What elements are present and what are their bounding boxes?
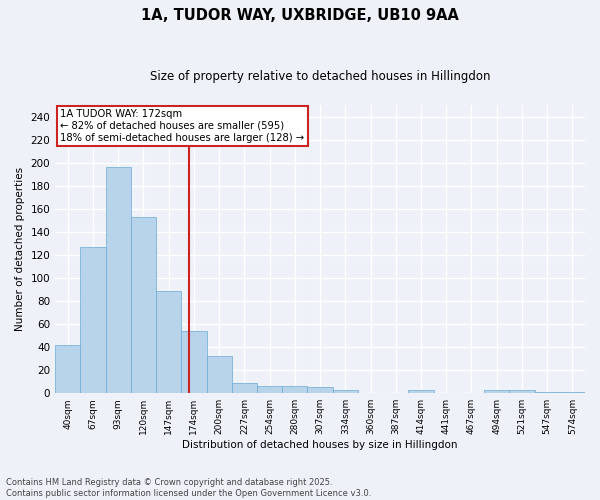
Bar xyxy=(307,388,332,393)
Bar xyxy=(484,390,509,393)
Bar xyxy=(206,356,232,393)
Text: 1A, TUDOR WAY, UXBRIDGE, UB10 9AA: 1A, TUDOR WAY, UXBRIDGE, UB10 9AA xyxy=(141,8,459,22)
Bar xyxy=(181,331,206,393)
Bar xyxy=(131,217,156,393)
Bar xyxy=(332,390,358,393)
Bar xyxy=(156,290,181,393)
Text: Contains HM Land Registry data © Crown copyright and database right 2025.
Contai: Contains HM Land Registry data © Crown c… xyxy=(6,478,371,498)
X-axis label: Distribution of detached houses by size in Hillingdon: Distribution of detached houses by size … xyxy=(182,440,458,450)
Bar xyxy=(55,345,80,393)
Bar xyxy=(106,168,131,393)
Bar xyxy=(282,386,307,393)
Bar xyxy=(257,386,282,393)
Text: 1A TUDOR WAY: 172sqm
← 82% of detached houses are smaller (595)
18% of semi-deta: 1A TUDOR WAY: 172sqm ← 82% of detached h… xyxy=(61,110,305,142)
Bar xyxy=(535,392,560,393)
Bar xyxy=(509,390,535,393)
Bar xyxy=(560,392,585,393)
Title: Size of property relative to detached houses in Hillingdon: Size of property relative to detached ho… xyxy=(150,70,490,83)
Bar xyxy=(80,247,106,393)
Bar xyxy=(232,383,257,393)
Bar xyxy=(409,390,434,393)
Y-axis label: Number of detached properties: Number of detached properties xyxy=(15,167,25,331)
